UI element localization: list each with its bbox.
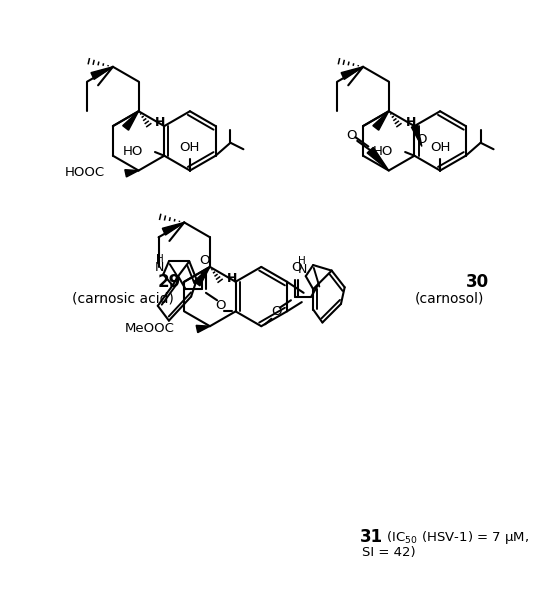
Polygon shape xyxy=(194,267,210,286)
Polygon shape xyxy=(196,325,210,333)
Text: N: N xyxy=(155,262,164,274)
Text: HOOC: HOOC xyxy=(65,166,105,179)
Polygon shape xyxy=(411,125,422,146)
Polygon shape xyxy=(367,148,389,171)
Text: N: N xyxy=(298,263,307,276)
Text: (IC$_{50}$ (HSV-1) = 7 μM,: (IC$_{50}$ (HSV-1) = 7 μM, xyxy=(378,529,529,546)
Polygon shape xyxy=(91,67,113,80)
Polygon shape xyxy=(162,222,184,235)
Text: O: O xyxy=(346,129,357,142)
Polygon shape xyxy=(373,111,389,130)
Polygon shape xyxy=(123,111,139,130)
Text: MeOOC: MeOOC xyxy=(125,322,175,334)
Text: 30: 30 xyxy=(466,273,489,291)
Text: HO: HO xyxy=(373,144,393,158)
Text: O: O xyxy=(292,262,302,274)
Text: O: O xyxy=(199,254,210,267)
Text: H: H xyxy=(155,116,166,129)
Text: SI = 42): SI = 42) xyxy=(362,546,416,559)
Text: H: H xyxy=(405,116,416,129)
Text: 31: 31 xyxy=(360,529,383,546)
Text: H: H xyxy=(156,254,163,265)
Text: O: O xyxy=(416,132,427,146)
Text: OH: OH xyxy=(430,141,450,154)
Text: O: O xyxy=(216,299,226,313)
Text: H: H xyxy=(227,271,237,285)
Polygon shape xyxy=(125,170,139,177)
Text: HO: HO xyxy=(123,144,143,158)
Text: OH: OH xyxy=(180,141,200,154)
Text: (carnosol): (carnosol) xyxy=(415,291,484,305)
Text: H: H xyxy=(298,256,306,266)
Polygon shape xyxy=(341,67,363,80)
Text: 29: 29 xyxy=(158,273,181,291)
Text: O: O xyxy=(271,305,282,318)
Text: (carnosic acid): (carnosic acid) xyxy=(72,291,174,305)
